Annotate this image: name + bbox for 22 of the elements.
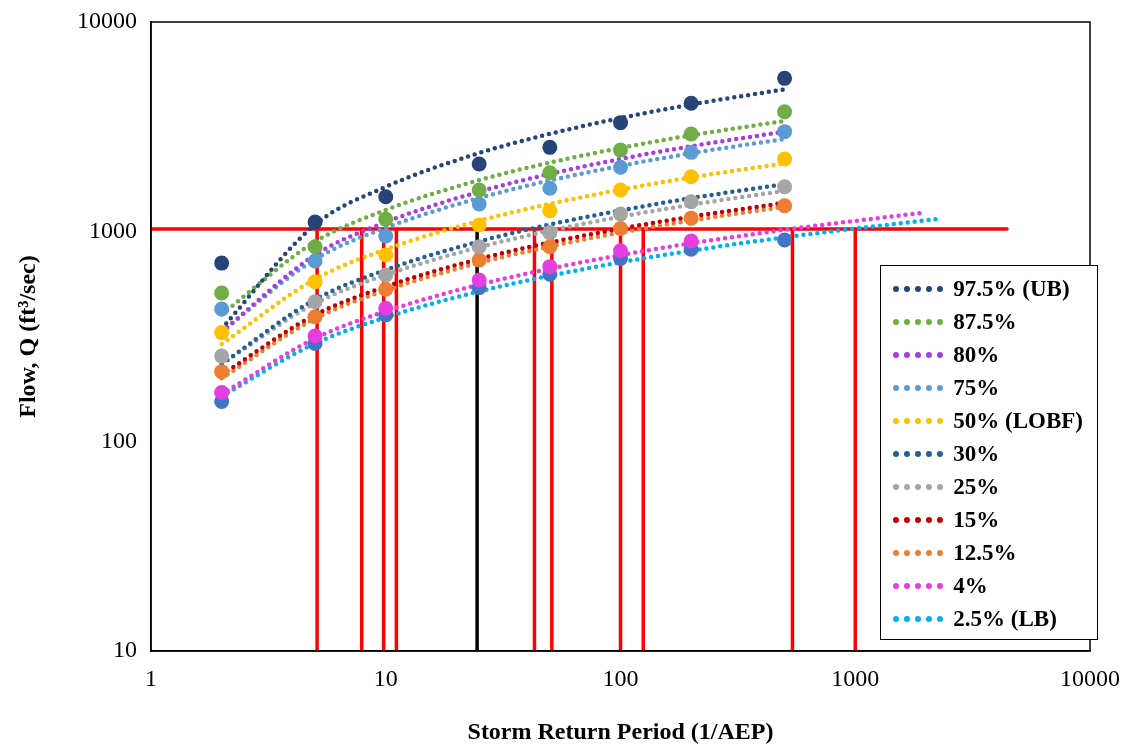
legend-label: 87.5%	[953, 308, 1017, 336]
legend-label: 50% (LOBF)	[953, 407, 1083, 435]
x-axis-title: Storm Return Period (1/AEP)	[467, 717, 774, 744]
legend-label: 4%	[953, 572, 988, 600]
legend-label: 12.5%	[953, 539, 1017, 567]
legend-label: 30%	[953, 440, 1000, 468]
x-tick-label: 10	[373, 664, 398, 691]
y-tick-label: 100	[101, 426, 137, 453]
legend-label: 80%	[953, 341, 1000, 369]
x-tick-label: 100	[602, 664, 639, 691]
x-tick-label: 1	[145, 664, 157, 691]
legend-label: 25%	[953, 473, 1000, 501]
x-tick-label: 1000	[831, 664, 880, 691]
y-axis-title: Flow, Q (ft³/sec)	[13, 255, 40, 418]
y-tick-label: 10000	[77, 7, 137, 34]
legend-label: 15%	[953, 506, 1000, 534]
y-tick-label: 10	[113, 636, 137, 663]
legend-label: 75%	[953, 374, 1000, 402]
legend-label: 97.5% (UB)	[953, 275, 1070, 303]
x-tick-label: 10000	[1060, 664, 1120, 691]
legend-label: 2.5% (LB)	[953, 605, 1057, 633]
y-tick-label: 1000	[89, 216, 137, 243]
